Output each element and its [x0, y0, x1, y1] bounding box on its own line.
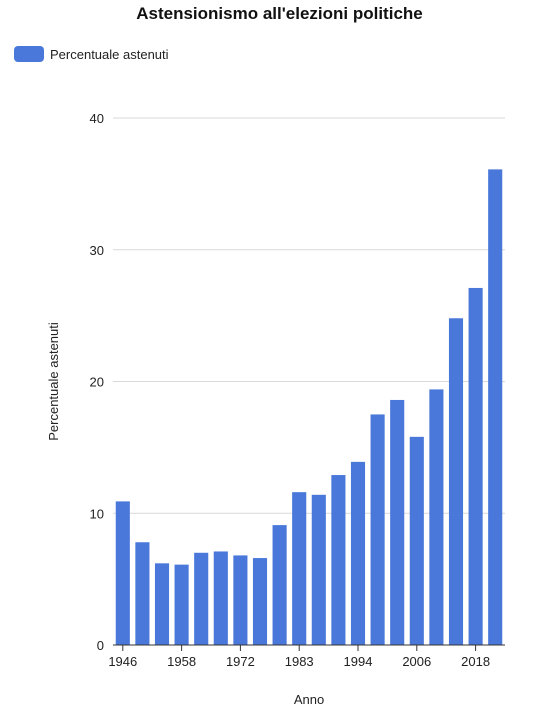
bar-2008 [429, 389, 444, 645]
bar-1979 [272, 525, 287, 645]
chart-title: Astensionismo all'elezioni politiche [136, 4, 423, 23]
bar-1994 [350, 461, 366, 645]
y-tick-label: 30 [90, 243, 104, 258]
bar-1963 [194, 552, 209, 645]
bar-1968 [213, 551, 228, 645]
gridlines [113, 117, 505, 514]
bar-1976 [252, 558, 268, 645]
x-tick-label: 1946 [108, 654, 137, 669]
bar-1948 [135, 542, 150, 645]
bar-2018 [468, 287, 483, 645]
bar-1996 [370, 414, 385, 645]
bar-2013 [448, 318, 464, 645]
x-axis-label: Anno [294, 692, 324, 707]
y-tick-label: 0 [97, 638, 104, 653]
bar-1972 [233, 555, 248, 645]
y-tick-label: 10 [90, 506, 104, 521]
x-tick-label: 1994 [344, 654, 373, 669]
bar-2001 [390, 399, 405, 645]
x-tick-label: 2018 [461, 654, 490, 669]
y-tick-label: 20 [90, 375, 104, 390]
x-tick-label: 2006 [402, 654, 431, 669]
x-tick-label: 1958 [167, 654, 196, 669]
bar-2022 [488, 169, 503, 645]
legend-label: Percentuale astenuti [50, 46, 169, 62]
y-axis-ticks: 0 10 20 30 40 [90, 111, 104, 653]
legend: Percentuale astenuti [14, 46, 169, 62]
y-tick-label: 40 [90, 111, 104, 126]
x-axis-ticks: 1946 1958 1972 1983 1994 2006 2018 [108, 645, 490, 669]
bar-1992 [331, 475, 346, 645]
bar-1983 [292, 492, 307, 645]
bar-1953 [154, 563, 170, 645]
bars [115, 169, 503, 645]
bar-2006 [409, 436, 424, 645]
y-axis-label: Percentuale astenuti [46, 322, 61, 441]
bar-1987 [311, 494, 326, 645]
x-tick-label: 1983 [285, 654, 314, 669]
x-tick-label: 1972 [226, 654, 255, 669]
legend-swatch [14, 46, 44, 62]
bar-1946 [115, 501, 130, 645]
bar-1958 [174, 564, 189, 645]
